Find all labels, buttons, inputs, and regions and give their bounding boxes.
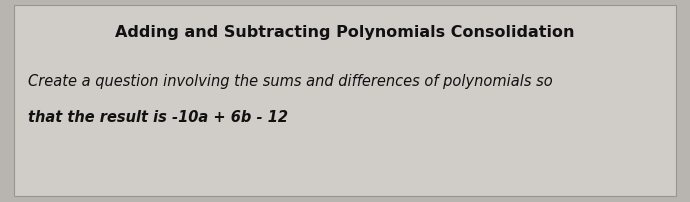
- Text: Adding and Subtracting Polynomials Consolidation: Adding and Subtracting Polynomials Conso…: [115, 25, 575, 40]
- FancyBboxPatch shape: [14, 6, 676, 196]
- Text: Create a question involving the sums and differences of polynomials so: Create a question involving the sums and…: [28, 73, 553, 88]
- Text: that the result is -10a + 6b - 12: that the result is -10a + 6b - 12: [28, 110, 288, 125]
